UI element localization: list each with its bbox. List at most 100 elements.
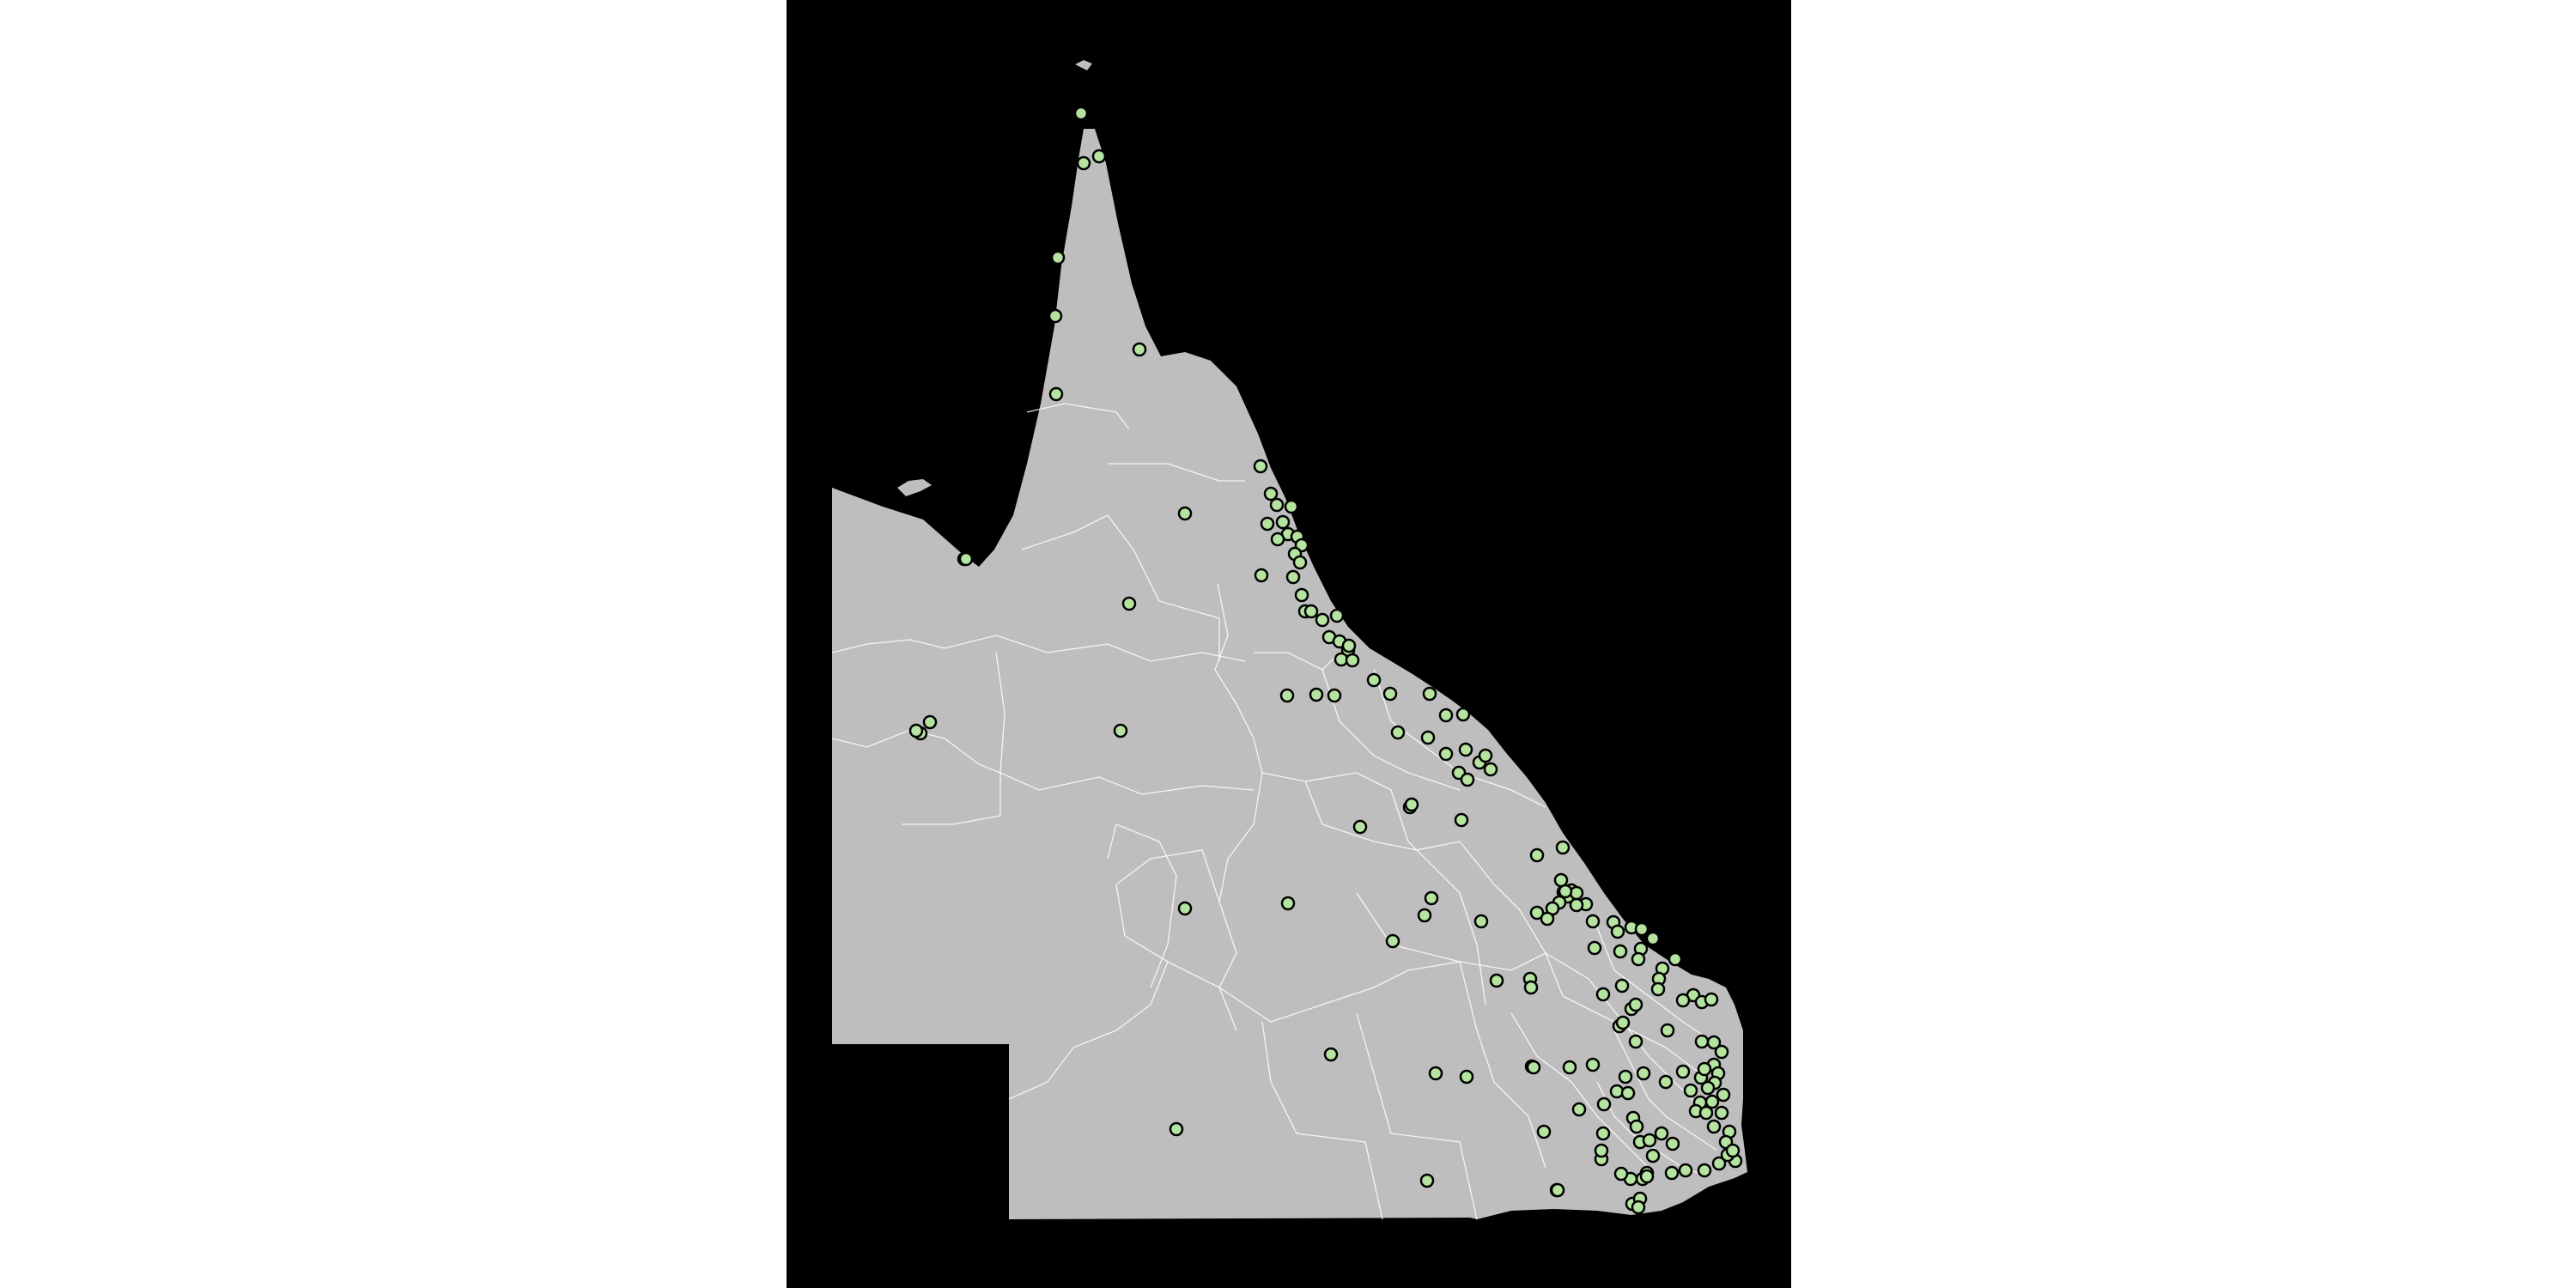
location-marker xyxy=(1327,688,1342,703)
location-marker xyxy=(1618,1069,1633,1084)
location-marker xyxy=(1315,612,1330,628)
location-marker xyxy=(1121,596,1137,611)
location-marker xyxy=(1529,905,1545,920)
location-marker xyxy=(1253,459,1268,474)
location-marker xyxy=(1113,723,1128,738)
location-marker xyxy=(1345,653,1360,668)
location-marker xyxy=(1540,911,1555,927)
location-marker xyxy=(1595,987,1611,1002)
island-gulf xyxy=(897,479,932,496)
location-marker xyxy=(1428,1066,1443,1081)
location-marker xyxy=(1459,1069,1474,1084)
location-marker xyxy=(1424,890,1439,906)
location-marker xyxy=(1714,1044,1729,1060)
location-marker xyxy=(1650,981,1666,997)
location-marker xyxy=(1341,638,1357,653)
location-marker xyxy=(1668,951,1683,967)
location-marker xyxy=(1550,1182,1565,1198)
location-marker xyxy=(1697,1163,1712,1178)
location-marker xyxy=(1654,1126,1669,1141)
location-marker xyxy=(1613,944,1628,959)
location-marker xyxy=(1284,499,1299,514)
location-marker xyxy=(1438,746,1454,762)
location-marker xyxy=(1571,1102,1587,1117)
location-marker xyxy=(1329,608,1345,623)
location-marker xyxy=(1048,308,1063,324)
location-marker xyxy=(1585,914,1601,929)
land-layer xyxy=(832,60,1747,1219)
location-marker xyxy=(1704,992,1719,1007)
location-marker xyxy=(1303,604,1319,619)
location-marker xyxy=(1294,587,1309,603)
location-marker xyxy=(1569,897,1584,913)
location-marker xyxy=(1596,1097,1612,1112)
location-marker xyxy=(1675,993,1691,1008)
location-marker xyxy=(1177,506,1193,521)
location-marker xyxy=(1628,1034,1643,1049)
location-marker xyxy=(1417,908,1432,923)
location-marker xyxy=(1634,921,1649,937)
location-marker xyxy=(1628,997,1643,1012)
location-marker xyxy=(1454,812,1469,828)
location-marker xyxy=(1455,707,1471,722)
location-marker xyxy=(1073,106,1089,121)
location-marker xyxy=(1076,155,1091,171)
location-marker xyxy=(1420,730,1436,745)
location-marker xyxy=(1700,1080,1716,1096)
location-marker xyxy=(1050,250,1066,265)
location-marker xyxy=(1473,914,1489,929)
location-marker xyxy=(1177,901,1193,916)
location-marker xyxy=(1725,1143,1741,1158)
location-marker xyxy=(1615,1015,1631,1030)
location-marker xyxy=(1404,797,1419,812)
location-marker xyxy=(1048,386,1064,402)
location-marker xyxy=(1483,762,1498,777)
location-marker xyxy=(1382,686,1398,702)
location-marker xyxy=(1716,1087,1731,1103)
location-marker xyxy=(1631,1200,1646,1215)
location-marker xyxy=(1419,1173,1435,1188)
location-marker xyxy=(1385,933,1400,949)
location-marker xyxy=(1352,819,1368,835)
location-marker xyxy=(1260,516,1275,532)
location-marker xyxy=(1706,1119,1722,1134)
location-marker xyxy=(1422,686,1437,702)
location-marker xyxy=(1609,1084,1625,1099)
location-marker xyxy=(1489,973,1504,988)
location-marker xyxy=(1558,884,1573,899)
location-marker xyxy=(1285,569,1301,585)
location-marker xyxy=(1678,1163,1693,1178)
location-marker xyxy=(1280,896,1296,911)
location-marker xyxy=(1714,1105,1729,1121)
location-marker xyxy=(1269,497,1285,513)
location-marker xyxy=(1594,1143,1609,1158)
location-marker xyxy=(1665,1136,1680,1151)
location-marker xyxy=(1169,1121,1184,1137)
location-marker xyxy=(1694,1034,1710,1049)
location-marker xyxy=(1275,514,1291,530)
location-marker xyxy=(1636,1066,1651,1081)
region-borders xyxy=(831,403,1727,1220)
location-marker xyxy=(1645,1148,1661,1163)
location-marker xyxy=(1585,1057,1601,1072)
location-marker xyxy=(1523,980,1539,995)
location-marker xyxy=(1613,1166,1629,1182)
location-marker xyxy=(1569,885,1584,901)
location-marker xyxy=(1438,708,1454,723)
location-marker xyxy=(1645,931,1661,946)
location-marker xyxy=(1610,924,1625,939)
location-marker xyxy=(1292,555,1308,570)
location-marker xyxy=(1529,848,1545,863)
location-marker xyxy=(1270,532,1285,547)
location-marker xyxy=(1458,742,1473,757)
location-marker xyxy=(1658,1074,1674,1090)
location-marker xyxy=(1639,1169,1655,1184)
location-marker xyxy=(1706,1035,1722,1050)
location-marker xyxy=(1562,1060,1577,1075)
location-marker xyxy=(1595,1126,1611,1141)
location-marker xyxy=(1366,672,1382,688)
location-marker xyxy=(1279,688,1295,703)
island-torres-strait xyxy=(1075,60,1092,70)
location-marker xyxy=(1254,568,1269,583)
